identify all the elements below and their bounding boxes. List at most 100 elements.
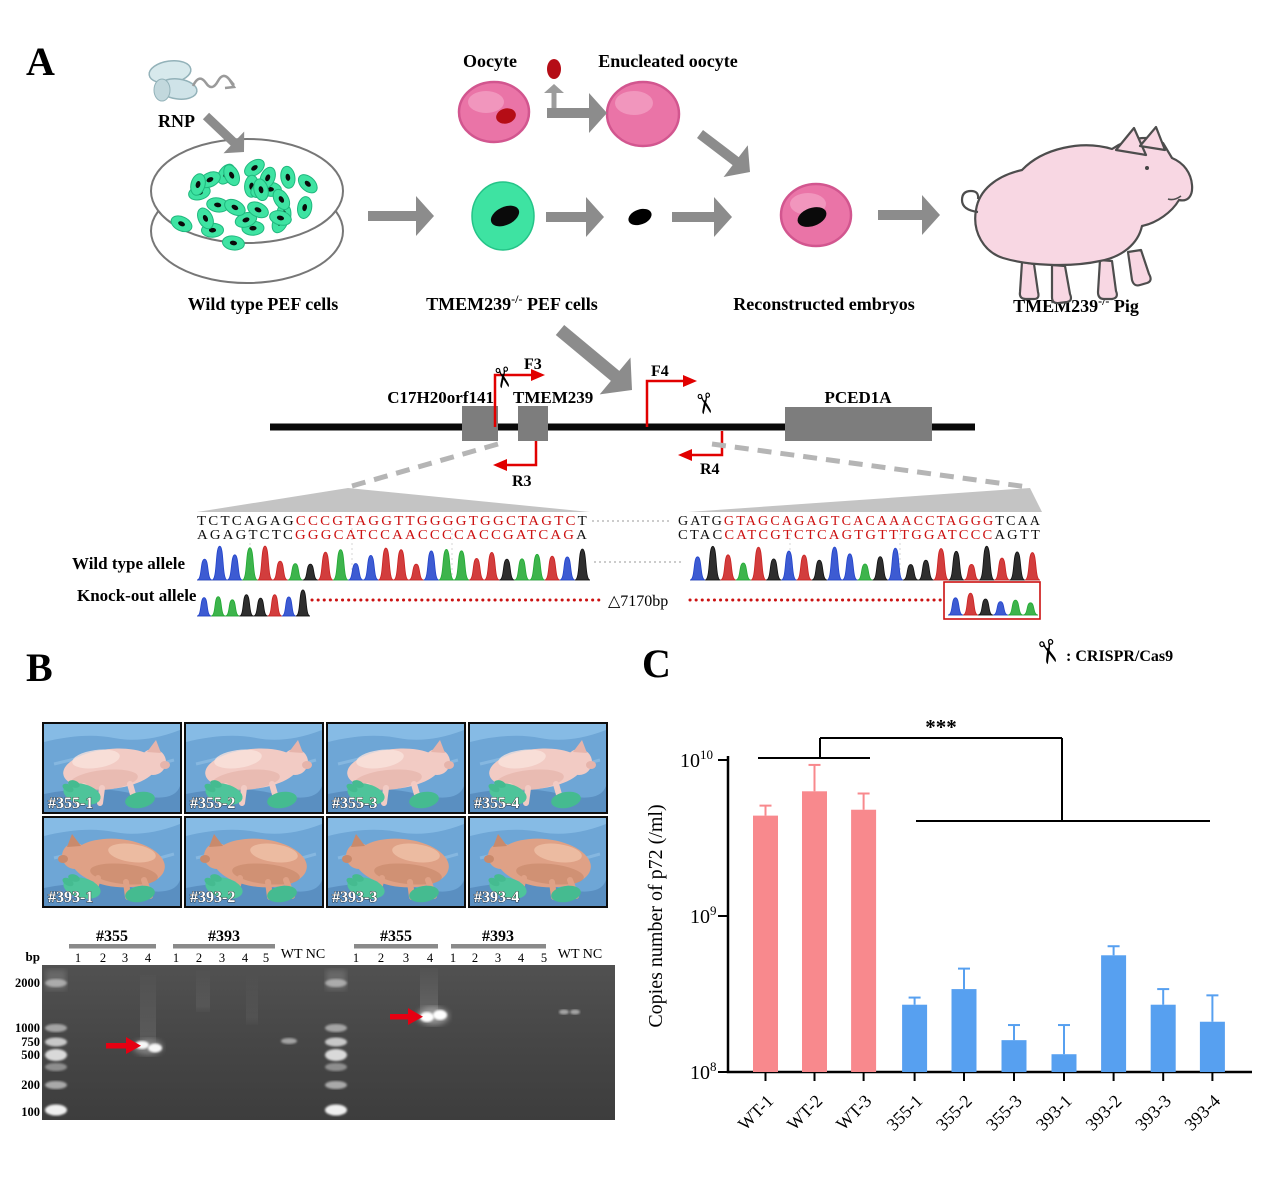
ko-junction-box (943, 581, 1041, 620)
gel-lane-number: 4 (518, 951, 525, 965)
bar (851, 809, 877, 1072)
arrow-icon (878, 195, 940, 235)
piglet-photo: #393-3 (326, 816, 466, 908)
pef-cell (269, 210, 292, 226)
pef-cell (297, 174, 318, 194)
gel-lane-number: 2 (472, 951, 478, 965)
gel-group-label: #393 (482, 928, 514, 945)
y-tick-label: 108 (690, 1059, 717, 1084)
photo-label: #393-1 (48, 889, 93, 906)
arrow-icon (202, 112, 245, 154)
primer-f4-label: F4 (651, 363, 669, 380)
expelled-nucleus-icon (547, 59, 561, 79)
arrow-icon (672, 197, 732, 237)
enucleated-oocyte-label: Enucleated oocyte (598, 51, 737, 71)
scissors-icon: ✂ (686, 390, 721, 418)
pef-cell (253, 178, 269, 202)
gel-ladder-value: 2000 (15, 976, 40, 990)
crispr-legend-label: : CRISPR/Cas9 (1066, 648, 1173, 665)
bar (1199, 1021, 1225, 1072)
gene-left-label: C17H20orf141 (387, 388, 494, 407)
piglet-photo: #355-4 (468, 722, 608, 814)
pef-cell-cluster (170, 158, 318, 251)
pef-cell (197, 207, 214, 230)
arrow-icon (544, 84, 564, 108)
bar (1101, 955, 1127, 1072)
gel-lane-number: 5 (541, 951, 547, 965)
gene-box-c17h20orf141 (462, 406, 498, 441)
piglet-photo-grid: #355-1 #355-2 (42, 722, 614, 908)
seq-right-top: GATG GTAGCAGAGTCACAAACCTAGGG TCAA (678, 513, 1042, 528)
pef-cell (244, 158, 265, 177)
panel-b-label: B (26, 645, 53, 690)
knockout-allele-label: Knock-out allele (77, 586, 197, 605)
ko-pef-cell-icon (471, 181, 535, 251)
pef-cell (297, 196, 313, 219)
panel-c-label: C (642, 641, 671, 686)
donor-nucleus-icon (628, 208, 652, 226)
gel-lane-number: 4 (145, 951, 152, 965)
photo-label: #393-4 (474, 889, 519, 906)
x-tick-label: 355-3 (982, 1091, 1026, 1135)
gel-group-label: #355 (380, 928, 412, 945)
pef-cell (280, 165, 296, 189)
wild-type-allele-label: Wild type allele (72, 554, 185, 573)
primer-r4-label: R4 (700, 461, 720, 478)
gel-lane-number: 3 (219, 951, 225, 965)
arrow-icon (555, 325, 632, 395)
photo-label: #355-4 (474, 795, 519, 812)
x-tick-label: 355-1 (883, 1091, 927, 1135)
gel-lane-number: 1 (353, 951, 359, 965)
x-tick-label: 355-2 (932, 1091, 976, 1135)
gel-group-bar (173, 944, 275, 949)
gel-lane-number: 4 (427, 951, 434, 965)
y-tick-label: 1010 (680, 747, 713, 772)
piglet-photo: #393-1 (42, 816, 182, 908)
oocyte-label: Oocyte (463, 51, 517, 71)
arrow-icon (547, 93, 607, 133)
gel-ladder-value: 100 (21, 1105, 40, 1119)
wild-type-cells-label: Wild type PEF cells (188, 294, 339, 314)
reconstructed-label: Reconstructed embryos (733, 294, 914, 314)
pig-icon (960, 125, 1194, 305)
x-tick-label: 393-4 (1180, 1091, 1224, 1135)
primer-arrows (493, 373, 724, 467)
chromatogram-wt-right (689, 545, 1041, 581)
zoom-guide-left (351, 441, 499, 489)
photo-label: #393-3 (332, 889, 377, 906)
primer-r3-label: R3 (512, 473, 532, 490)
primer-f3-label: F3 (524, 356, 542, 373)
zoom-guide-right (711, 441, 1029, 490)
y-axis-title: Copies number of p72 (/ml) (645, 804, 667, 1027)
gel-bp-label: bp (26, 949, 40, 964)
deletion-size-label: △7170bp (608, 593, 668, 610)
gel-ladder-value: 750 (21, 1035, 40, 1049)
gel-lane-number: 2 (196, 951, 202, 965)
gel-group-label: #355 (96, 928, 128, 945)
chromatogram-wt-left (196, 545, 591, 581)
bar (753, 815, 778, 1072)
x-tick-label: 393-1 (1032, 1091, 1076, 1135)
piglet-photo: #355-2 (184, 722, 324, 814)
pef-cell (190, 173, 206, 196)
zoom-funnel-left (197, 488, 590, 512)
photo-label: #393-2 (190, 889, 235, 906)
gel-control-label: WT NC (558, 947, 602, 962)
gel-lane-number: 2 (100, 951, 106, 965)
gel-group-label: #393 (208, 928, 240, 945)
photo-label: #355-3 (332, 795, 377, 812)
pef-cell (224, 198, 246, 216)
bar (902, 1004, 928, 1072)
process-arrows (202, 84, 940, 395)
gel-group-bar (69, 944, 156, 949)
gel-ladder-value: 500 (21, 1048, 40, 1062)
arrow-icon (697, 130, 750, 177)
rnp-icon (148, 59, 237, 102)
gel-lane-number: 3 (122, 951, 128, 965)
seq-right-bottom: CTAC CATCGTCTCAGTGTTTGGATCCC AGTT (678, 527, 1042, 542)
seq-left-top: TCTCAGAG CCCGTAGGTTGGGGTGGCTAGTC T (197, 513, 589, 528)
x-tick-label: 393-3 (1131, 1091, 1175, 1135)
oocyte-icon (457, 80, 531, 144)
